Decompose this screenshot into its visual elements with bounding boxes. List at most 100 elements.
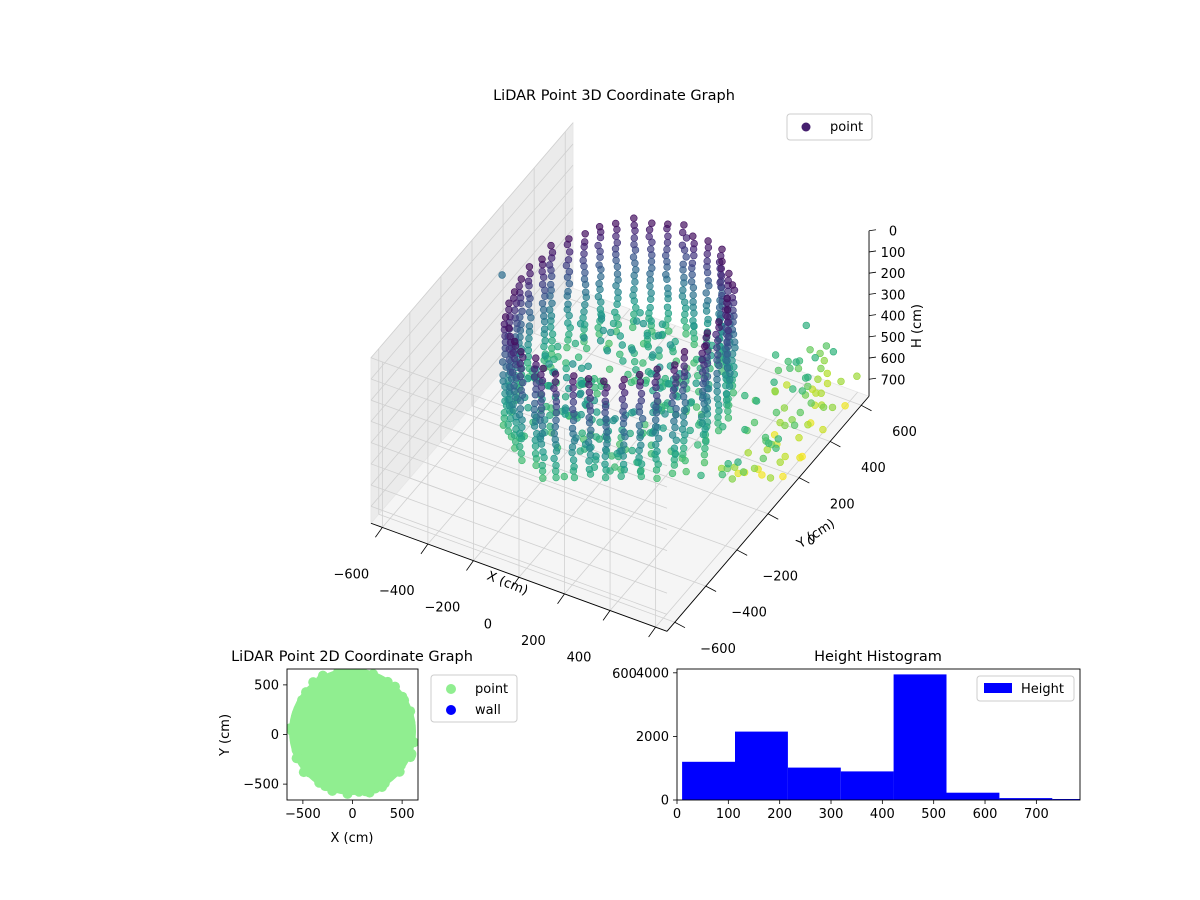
data-point (561, 406, 569, 414)
data-point (823, 379, 832, 388)
data-point (663, 257, 671, 266)
histogram-legend-swatch (984, 683, 1012, 693)
data-point (550, 454, 558, 463)
data-point (524, 277, 533, 285)
data-point (632, 304, 640, 312)
z-tick-label: 0 (889, 225, 897, 240)
data-point (715, 318, 723, 326)
data-point (585, 388, 594, 396)
data-point (669, 347, 677, 356)
x-tick-label: 0 (484, 617, 492, 632)
data-point (565, 330, 573, 339)
data-point (780, 404, 789, 412)
data-point (629, 253, 638, 261)
data-point (599, 326, 607, 335)
data-point (713, 369, 721, 378)
data-point (714, 351, 722, 359)
data-point (571, 339, 580, 348)
data-point (804, 382, 812, 391)
plot-2d-title: LiDAR Point 2D Coordinate Graph (231, 649, 473, 665)
data-point (616, 350, 624, 358)
grid-line (370, 122, 574, 359)
data-point (702, 437, 710, 446)
data-point (820, 356, 828, 365)
data-point (646, 303, 654, 312)
y-tick-label: −500 (243, 778, 279, 793)
data-point (653, 474, 661, 483)
data-point (499, 358, 507, 366)
data-point (714, 337, 722, 345)
data-point (379, 778, 390, 789)
x-tick-label: −500 (285, 807, 321, 822)
data-point (532, 361, 540, 369)
data-point (637, 389, 646, 398)
data-point (611, 415, 619, 423)
data-point (630, 221, 638, 229)
data-point (823, 369, 831, 378)
data-point (613, 270, 622, 278)
y-tick-mark (736, 549, 748, 556)
data-point (636, 309, 644, 317)
data-point (636, 378, 645, 386)
data-point (576, 447, 584, 455)
data-point (678, 228, 687, 237)
data-point (723, 364, 732, 372)
data-point (323, 781, 334, 792)
data-point (779, 472, 787, 481)
data-point (693, 372, 702, 380)
data-point (547, 312, 556, 320)
data-point (668, 399, 676, 407)
data-point (741, 391, 749, 400)
data-point (516, 429, 524, 438)
data-point (837, 377, 845, 386)
grid-line (370, 143, 574, 380)
data-point (700, 451, 709, 459)
grid-line (370, 186, 574, 422)
data-point (584, 438, 593, 446)
data-point (770, 378, 778, 386)
data-point (630, 214, 638, 222)
data-point (546, 323, 555, 331)
data-point (700, 374, 708, 383)
data-point (678, 241, 687, 250)
data-point (628, 346, 636, 354)
data-point (713, 344, 721, 352)
data-point (698, 356, 706, 364)
data-point (287, 723, 295, 734)
y-tick-mark (674, 621, 686, 629)
data-point (570, 463, 578, 471)
data-point (665, 327, 673, 335)
y-tick-label: 0 (661, 794, 669, 809)
data-point (646, 295, 655, 303)
x-tick-mark (602, 610, 611, 621)
plot-2d-area: −500 0 500 −500 0 500 (243, 668, 419, 822)
z-tick-label: 400 (881, 310, 906, 325)
data-point (681, 310, 689, 319)
data-point (680, 317, 688, 325)
data-point (342, 788, 353, 799)
data-point (651, 441, 660, 449)
data-point (853, 372, 861, 380)
data-point (672, 373, 680, 381)
x-tick-mark (648, 626, 656, 638)
data-point (741, 425, 749, 434)
data-point (724, 407, 732, 415)
data-point (315, 675, 326, 686)
data-point (516, 372, 524, 381)
data-point (806, 346, 814, 354)
data-point (637, 441, 645, 449)
data-point (548, 330, 557, 338)
plot-3d-legend-box (786, 113, 873, 141)
data-point (798, 387, 806, 395)
data-point (701, 342, 709, 351)
data-point (646, 276, 655, 284)
data-point (631, 259, 639, 267)
data-point (518, 307, 526, 315)
data-point (580, 250, 588, 258)
data-point (613, 225, 621, 234)
data-point (718, 245, 726, 254)
data-point (613, 300, 621, 308)
data-point (635, 370, 644, 379)
data-point (698, 419, 706, 427)
data-point (382, 676, 393, 687)
